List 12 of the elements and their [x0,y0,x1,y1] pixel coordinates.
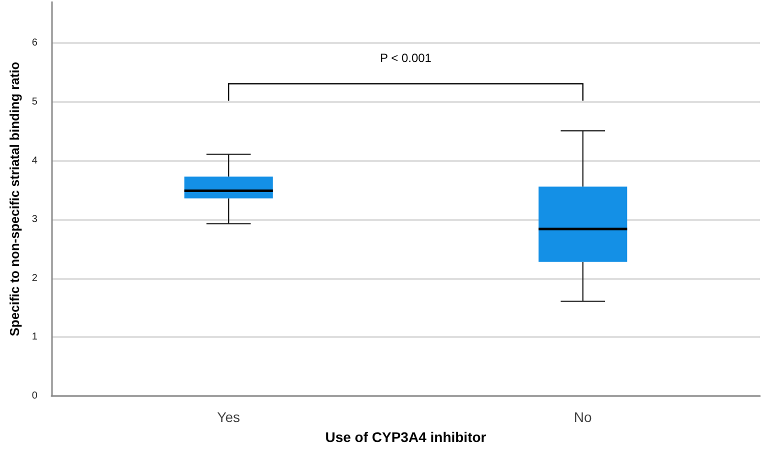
y-tick-label: 0 [32,390,38,402]
y-tick-label: 4 [32,155,38,166]
y-tick-label: 5 [32,96,38,108]
y-tick-label: 6 [32,38,38,49]
x-tick-label: Yes [217,409,240,425]
annotation: P < 0.001 [380,50,432,65]
y-tick-label: 1 [32,332,38,343]
x-axis-title: Use of CYP3A4 inhibitor [325,429,487,445]
y-tick-label: 3 [32,214,38,226]
y-axis-title: Specific to non-specific striatal binding ratio [7,62,22,336]
y-tick-label: 2 [32,272,38,284]
x-tick-label: No [574,409,592,425]
